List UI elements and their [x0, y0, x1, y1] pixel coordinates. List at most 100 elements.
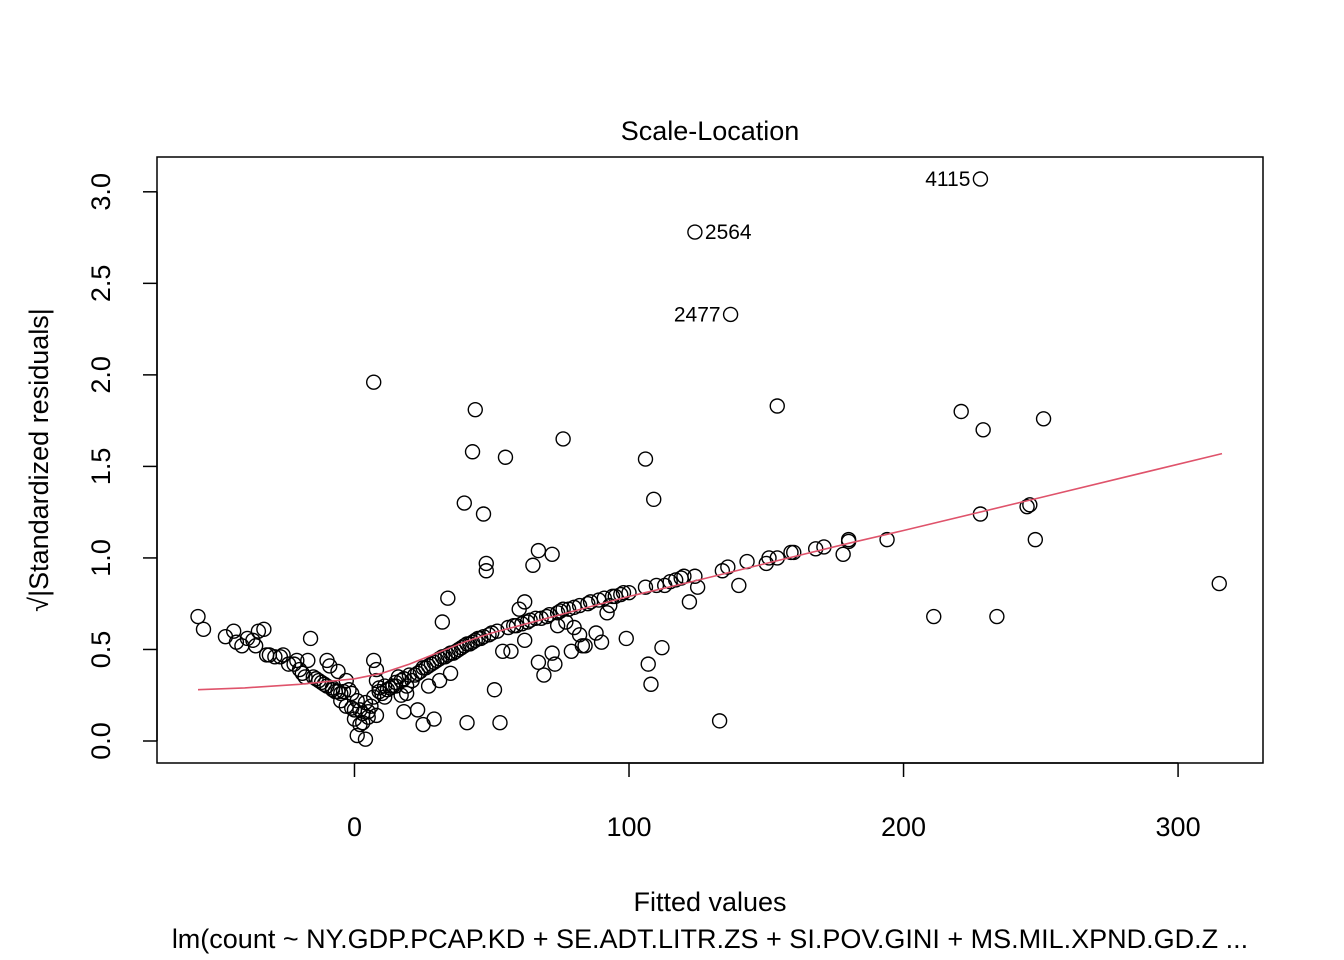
data-point [516, 594, 533, 610]
data-point [599, 605, 615, 621]
data-point [516, 632, 533, 649]
data-point [459, 714, 475, 731]
data-point [420, 678, 437, 694]
data-point [1035, 411, 1052, 427]
data-point [588, 625, 604, 641]
data-point [256, 621, 272, 638]
data-point [333, 685, 349, 702]
data-point [398, 685, 415, 702]
data-point [330, 663, 346, 680]
data-point [489, 623, 505, 639]
data-point [769, 398, 785, 414]
x-axis-label: Fitted values [633, 887, 786, 917]
data-point [640, 656, 656, 672]
data-point [365, 689, 382, 705]
data-point [530, 654, 547, 670]
y-tick-label: 1.0 [86, 539, 116, 577]
data-point [316, 676, 332, 692]
data-point [409, 702, 426, 718]
data-point [525, 557, 541, 573]
plot-frame [156, 156, 1264, 764]
data-point [618, 630, 634, 647]
data-point [190, 608, 206, 625]
data-point [643, 676, 659, 692]
y-tick-label: 2.5 [86, 265, 116, 303]
data-point [571, 597, 588, 614]
data-point [440, 590, 456, 606]
data-point [357, 731, 374, 747]
data-point [722, 306, 739, 323]
y-tick-label: 2.0 [86, 356, 116, 394]
data-point [349, 693, 365, 709]
data-point [807, 541, 824, 557]
data-point [294, 665, 311, 681]
data-point [431, 672, 448, 689]
data-point [481, 627, 497, 643]
data-point [475, 506, 492, 522]
data-point [536, 667, 552, 683]
point-labels: 4115 2564 2477 [674, 168, 971, 326]
data-point [879, 531, 895, 548]
y-tick-label: 0.5 [86, 631, 116, 669]
x-tick-label: 0 [347, 812, 362, 842]
data-point [464, 444, 481, 460]
data-point [300, 652, 316, 669]
data-point [637, 451, 654, 467]
data-point [275, 647, 291, 663]
data-point [267, 649, 283, 665]
data-point [302, 630, 319, 647]
data-point [835, 546, 851, 562]
data-point [544, 546, 560, 562]
data-point [341, 682, 357, 698]
data-point [333, 693, 349, 709]
y-axis: 0.0 0.5 1.0 1.5 2.0 2.5 3.0 [86, 173, 158, 760]
data-point [544, 645, 560, 661]
data-point [360, 709, 376, 725]
data-point [769, 550, 785, 566]
data-point [456, 495, 472, 511]
data-point [731, 577, 747, 594]
data-point [368, 707, 385, 724]
data-point [926, 608, 942, 625]
data-point [602, 597, 618, 614]
data-point [467, 401, 483, 418]
chart-title: Scale-Location [621, 116, 800, 146]
data-point [711, 713, 728, 729]
data-point [415, 716, 431, 733]
data-point [349, 727, 365, 744]
data-point [563, 643, 580, 659]
data-points [190, 171, 1227, 747]
data-point [580, 596, 596, 612]
data-point [497, 449, 514, 465]
data-point [376, 689, 393, 705]
data-point [442, 665, 459, 681]
data-point [613, 586, 629, 603]
data-point [840, 531, 857, 548]
data-point [495, 643, 511, 659]
data-point [720, 559, 736, 575]
data-point [365, 374, 382, 390]
data-point [577, 638, 593, 654]
data-point [687, 224, 703, 240]
data-point [1022, 497, 1038, 513]
data-point [989, 608, 1005, 625]
y-tick-label: 3.0 [86, 173, 116, 211]
data-point [478, 555, 494, 572]
data-point [1019, 498, 1035, 515]
data-point [368, 661, 385, 678]
data-point [434, 614, 451, 630]
data-point [637, 579, 654, 595]
data-point [555, 431, 571, 447]
data-point [393, 672, 409, 689]
data-point [972, 171, 989, 187]
data-point [195, 621, 212, 638]
data-point [975, 422, 991, 438]
outlier-label: 2477 [674, 303, 721, 326]
data-point [1027, 531, 1044, 548]
data-point [541, 606, 558, 623]
data-point [816, 539, 832, 555]
y-tick-label: 1.5 [86, 448, 116, 486]
data-point [530, 542, 547, 559]
data-point [396, 704, 412, 720]
